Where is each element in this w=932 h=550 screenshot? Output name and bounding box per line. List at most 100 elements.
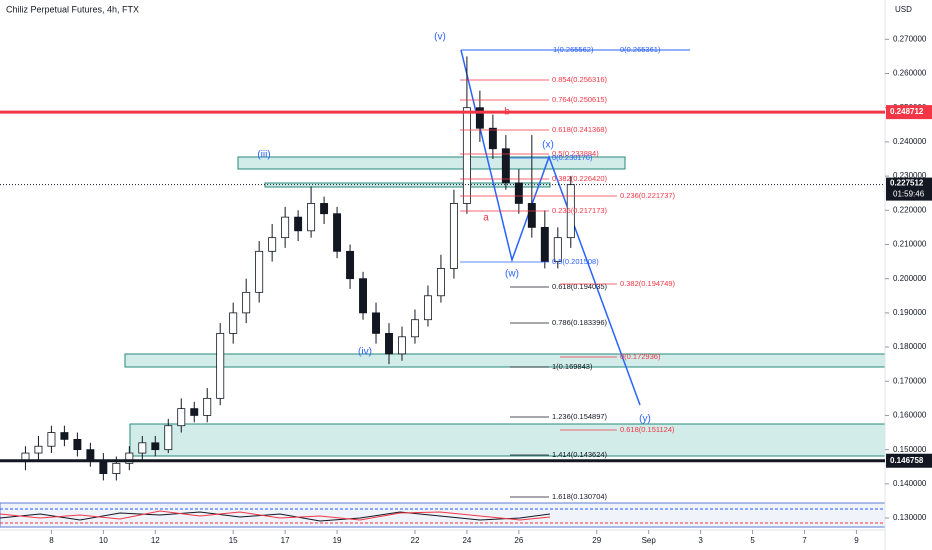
candle-body (372, 312, 380, 334)
y-tick-label: 0.200000 (893, 274, 927, 283)
candle-body (540, 226, 549, 262)
candle-body (553, 237, 562, 262)
wave-label: (y) (639, 414, 651, 425)
y-tick-label: 0.130000 (893, 513, 927, 522)
candle-body (190, 408, 199, 416)
y-tick-label: 0.240000 (893, 137, 927, 146)
x-tick-label: 3 (698, 536, 703, 545)
candle-body (333, 213, 342, 252)
zone (129, 423, 886, 457)
zone (124, 353, 886, 368)
fib-label: 0(0.265361) (620, 45, 661, 54)
x-tick-label: 15 (229, 536, 238, 545)
price-badge (886, 453, 932, 468)
wave-label: (v) (434, 32, 446, 43)
fib-label: 0(0.230176) (552, 153, 593, 162)
candle-body (34, 445, 43, 454)
y-tick-label: 0.230000 (893, 171, 927, 180)
candle-body (346, 250, 355, 280)
candle-body (385, 332, 393, 355)
wave-label: a (483, 213, 489, 224)
candle-body (216, 332, 225, 399)
x-tick-label: 19 (333, 536, 342, 545)
y-tick-label: 0.170000 (893, 376, 927, 385)
fib-label: 1(0.169843) (552, 362, 593, 371)
fib-label: 0(0.172936) (620, 352, 661, 361)
candle-body (281, 216, 290, 239)
price-badge-label: 0.146758 (890, 456, 924, 465)
fib-label: 0.236(0.217173) (552, 206, 608, 215)
candle-body (475, 107, 484, 129)
x-tick-label: 10 (99, 536, 108, 545)
y-tick-label: 0.150000 (893, 445, 927, 454)
y-tick-label: 0.190000 (893, 308, 927, 317)
fib-label: 0.618(0.194035) (552, 282, 608, 291)
y-tick-label: 0.220000 (893, 205, 927, 214)
candle-body (73, 438, 82, 451)
chart-title: Chiliz Perpetual Futures, 4h, FTX (6, 4, 139, 14)
y-tick-label: 0.180000 (893, 342, 927, 351)
last-price-badge (886, 177, 932, 201)
candle-body (359, 278, 368, 314)
candle-body (436, 268, 445, 297)
y-tick-label: 0.260000 (893, 69, 927, 78)
fib-label: 0.382(0.194749) (620, 279, 676, 288)
zone (237, 156, 626, 170)
fib-label: 0.5(0.233884) (552, 149, 599, 158)
candle-body (449, 203, 458, 269)
fib-label: 0.382(0.226420) (552, 174, 608, 183)
candle-body (125, 452, 134, 464)
fib-label: 1.414(0.143624) (552, 450, 608, 459)
candle-body (86, 449, 95, 461)
candle-body (294, 216, 303, 232)
fib-label: 0.764(0.250615) (552, 95, 608, 104)
x-tick-label: 8 (49, 536, 54, 545)
fib-label: 1.236(0.154897) (552, 412, 608, 421)
indicator-line (0, 511, 551, 522)
candle-body (514, 182, 523, 204)
fib-label: 0.854(0.256316) (552, 75, 608, 84)
candle-body (138, 442, 147, 454)
candle-body (501, 148, 510, 184)
wave-label: (w) (505, 269, 519, 280)
candle-body (462, 107, 471, 204)
price-badge-label: 0.248712 (890, 107, 924, 116)
candle-body (60, 432, 69, 440)
fib-label: 1.618(0.130704) (552, 492, 608, 501)
countdown: 01:59:46 (893, 190, 925, 199)
fib-label: 0.786(0.183396) (552, 318, 608, 327)
candle-body (488, 127, 497, 150)
candle-body (112, 462, 121, 474)
x-tick-label: 17 (281, 536, 290, 545)
x-tick-label: 26 (514, 536, 523, 545)
fib-label: 1(0.265562) (553, 45, 594, 54)
wave-label: b (504, 107, 510, 118)
candle-body (268, 237, 277, 252)
candle-body (411, 319, 419, 338)
y-tick-label: 0.270000 (893, 34, 927, 43)
axis-unit: USD (895, 5, 912, 14)
candle-body (151, 442, 160, 451)
x-tick-label: 9 (854, 536, 859, 545)
x-tick-label: 22 (411, 536, 420, 545)
fib-label: 0.618(0.151124) (620, 425, 675, 434)
candle-body (255, 250, 264, 293)
x-tick-label: 7 (802, 536, 807, 545)
wave-label: (iv) (358, 347, 372, 358)
candle-body (423, 295, 432, 321)
x-tick-label: Sep (642, 536, 657, 545)
candle-body (177, 408, 186, 427)
wave-label: (iii) (257, 150, 270, 161)
x-tick-label: 12 (151, 536, 160, 545)
candle-body (398, 336, 406, 355)
y-tick-label: 0.160000 (893, 411, 927, 420)
y-tick-label: 0.210000 (893, 240, 927, 249)
candle-body (527, 203, 536, 228)
indicator-line (0, 510, 551, 521)
candle-body (164, 425, 173, 451)
last-price-label: 0.227512 (890, 179, 924, 188)
x-tick-label: 5 (750, 536, 755, 545)
candle-body (21, 452, 30, 461)
